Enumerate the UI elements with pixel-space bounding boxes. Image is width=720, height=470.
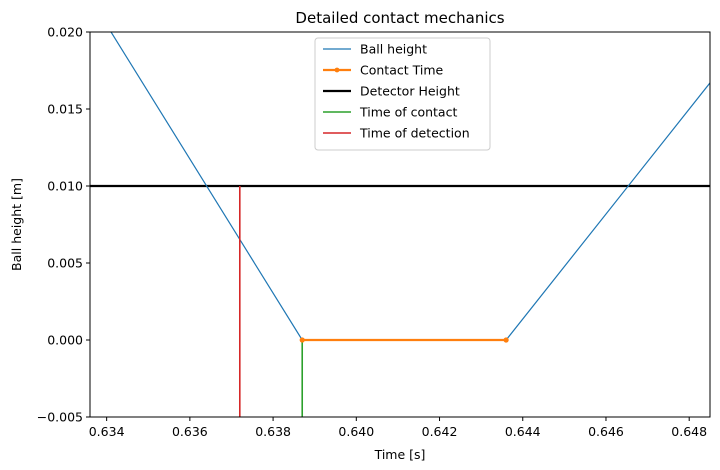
y-tick-label: 0.000 (47, 333, 83, 348)
y-tick-label: 0.005 (47, 256, 83, 271)
x-tick-label: 0.640 (338, 424, 374, 439)
legend-label: Time of detection (359, 126, 470, 141)
legend-label: Time of contact (359, 105, 457, 120)
legend-marker (334, 67, 340, 73)
y-tick-label: 0.015 (47, 102, 83, 117)
x-tick-label: 0.642 (422, 424, 458, 439)
x-tick-label: 0.634 (89, 424, 125, 439)
plot-frame (89, 31, 711, 418)
contact-time-marker (299, 337, 305, 343)
legend: Ball height Contact Time Detector Height Ti… (314, 37, 491, 151)
y-axis-label: Ball height [m] (9, 178, 24, 271)
chart-title: Detailed contact mechanics (295, 9, 504, 27)
legend-label: Detector Height (360, 84, 460, 99)
y-tick-label: −0.005 (37, 410, 83, 425)
x-tick-label: 0.638 (255, 424, 291, 439)
x-tick-label: 0.648 (671, 424, 707, 439)
y-tick-label: 0.020 (47, 25, 83, 40)
x-tick-label: 0.644 (505, 424, 541, 439)
x-axis: 0.634 0.636 0.638 0.640 0.642 0.644 0.646 0.648 (89, 417, 707, 439)
legend-box (314, 37, 491, 151)
x-tick-label: 0.646 (588, 424, 624, 439)
y-tick-label: 0.010 (47, 179, 83, 194)
x-tick-label: 0.636 (172, 424, 208, 439)
series-layer (90, 32, 710, 417)
x-axis-label: Time [s] (374, 447, 426, 462)
plot-area (89, 31, 711, 418)
y-axis: −0.005 0.000 0.005 0.010 0.015 0.020 (37, 25, 90, 425)
contact-time-marker (503, 337, 509, 343)
legend-label: Contact Time (360, 63, 444, 78)
legend-label: Ball height (360, 42, 427, 57)
